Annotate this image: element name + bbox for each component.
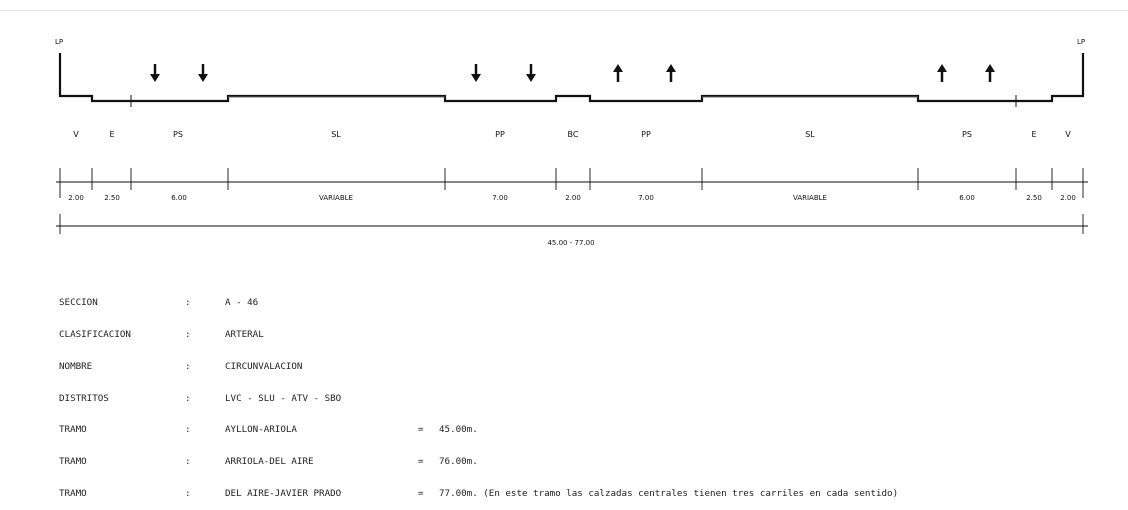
info-extra: 45.00m. [439,424,478,436]
zone-label: E [109,130,114,139]
total-dimension-line [56,214,1088,234]
zone-labels: V E PS SL PP BC PP SL PS E V [73,130,1071,139]
info-separator: : [185,456,191,468]
total-width-value: 45.00 - 77.00 [547,239,594,247]
dimension-value: 7.00 [638,194,654,202]
dimension-value: 2.00 [565,194,581,202]
road-cross-section-diagram: LP LP V E PS SL PP BC PP SL PS E V [55,38,1088,247]
zone-label: PP [495,130,505,139]
down-arrow-icon [198,64,208,82]
zone-label: BC [568,130,579,139]
info-separator: : [185,424,191,436]
up-arrow-icon [613,64,623,82]
dimension-value: VARIABLE [793,194,827,202]
info-value: A - 46 [225,297,259,309]
info-value: AYLLON-ARIOLA [225,424,297,436]
section-info-table: SECCION: A - 46 CLASIFICACION: ARTERAL NOM… [59,277,898,510]
road-profile [58,53,1085,107]
dimension-value: 2.50 [1026,194,1042,202]
info-row: DISTRITOS: LVC - SLU - ATV - SBO [59,392,898,405]
info-key: NOMBRE [59,360,93,372]
zone-label: PS [962,130,972,139]
dimension-value: 2.00 [1060,194,1076,202]
dimension-value: 2.00 [68,194,84,202]
info-equals: = [418,456,424,468]
info-key: SECCION [59,297,98,309]
info-value: CIRCUNVALACION [225,360,303,372]
info-value: ARTERAL [225,328,264,340]
info-separator: : [185,360,191,372]
zone-label: V [1065,130,1071,139]
zone-label: PP [641,130,651,139]
info-row: TRAMO: AYLLON-ARIOLA = 45.00m. [59,425,898,436]
down-arrow-icon [526,64,536,82]
top-border-line [0,10,1128,11]
info-equals: = [418,487,424,499]
up-arrow-icon [666,64,676,82]
info-key: DISTRITOS [59,392,109,404]
partial-dimensions: 2.00 2.50 6.00 VARIABLE 7.00 2.00 7.00 V… [68,194,1076,202]
info-separator: : [185,297,191,309]
traffic-direction-arrows [150,64,995,82]
info-row: TRAMO: DEL AIRE-JAVIER PRADO = 77.00m. (En … [59,487,899,500]
zone-label: PS [173,130,183,139]
info-key: TRAMO [59,424,87,436]
dimension-value: 6.00 [959,194,975,202]
info-value: DEL AIRE-JAVIER PRADO [225,487,342,499]
info-row: CLASIFICACION: ARTERAL [59,328,898,341]
zone-label: SL [805,130,815,139]
up-arrow-icon [937,64,947,82]
zone-label: E [1031,130,1036,139]
dimension-value: 6.00 [171,194,187,202]
up-arrow-icon [985,64,995,82]
zone-label: SL [331,130,341,139]
down-arrow-icon [150,64,160,82]
down-arrow-icon [471,64,481,82]
property-line-left-label: LP [55,38,63,46]
property-line-right-label: LP [1077,38,1085,46]
info-extra: 77.00m. (En este tramo las calzadas cent… [439,487,899,499]
zone-label: V [73,130,79,139]
info-separator: : [185,487,191,499]
info-row: TRAMO: ARRIOLA-DEL AIRE = 76.00m. [59,456,898,468]
info-extra: 76.00m. [439,456,478,468]
info-key: TRAMO [59,456,87,468]
info-row: NOMBRE: CIRCUNVALACION [59,360,898,373]
info-separator: : [185,328,191,340]
info-row: SECCION: A - 46 [59,298,898,309]
info-separator: : [185,392,191,404]
dimension-value: 2.50 [104,194,120,202]
info-value: ARRIOLA-DEL AIRE [225,456,314,468]
info-key: CLASIFICACION [59,328,131,340]
dimension-line [56,168,1088,198]
info-equals: = [418,424,424,436]
info-value: LVC - SLU - ATV - SBO [225,392,342,404]
dimension-value: 7.00 [492,194,508,202]
info-key: TRAMO [59,487,87,499]
dimension-value: VARIABLE [319,194,353,202]
